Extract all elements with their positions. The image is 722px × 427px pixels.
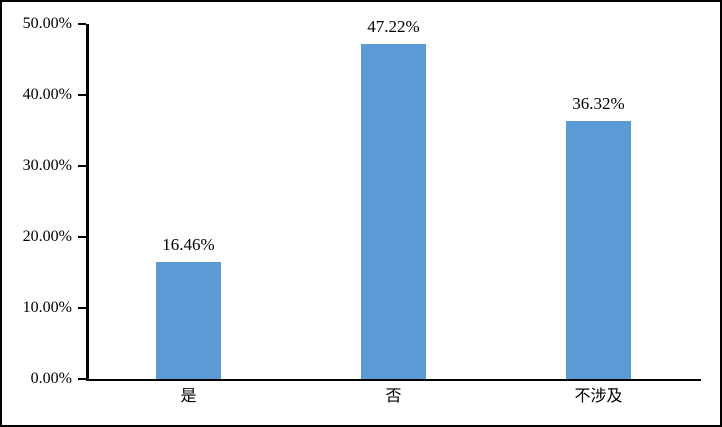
y-tick-label: 50.00% [22, 15, 72, 32]
y-tick-label: 40.00% [22, 86, 72, 103]
data-label: 47.22% [367, 16, 420, 36]
y-axis [86, 24, 89, 381]
y-tick-label: 20.00% [22, 228, 72, 245]
category-label: 是 [180, 388, 197, 405]
data-label: 16.46% [162, 235, 215, 255]
y-tick-mark [78, 377, 86, 381]
y-tick-mark [78, 22, 86, 26]
y-tick-mark [78, 306, 86, 310]
category-label: 不涉及 [574, 388, 623, 405]
category-label: 否 [385, 388, 402, 405]
bar-是 [156, 262, 221, 379]
data-label: 36.32% [572, 94, 625, 114]
x-axis [86, 378, 701, 381]
y-tick-mark [78, 93, 86, 97]
y-tick-mark [78, 164, 86, 168]
y-tick-label: 30.00% [22, 157, 72, 174]
y-tick-label: 10.00% [22, 299, 72, 316]
bar-否 [361, 43, 426, 379]
y-tick-mark [78, 235, 86, 239]
bar-不涉及 [566, 121, 631, 379]
y-tick-label: 0.00% [30, 370, 72, 387]
